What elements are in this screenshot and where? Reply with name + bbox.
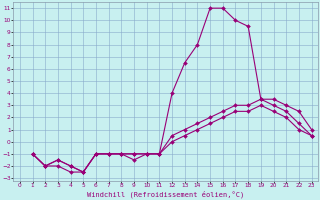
X-axis label: Windchill (Refroidissement éolien,°C): Windchill (Refroidissement éolien,°C) [87, 190, 244, 198]
